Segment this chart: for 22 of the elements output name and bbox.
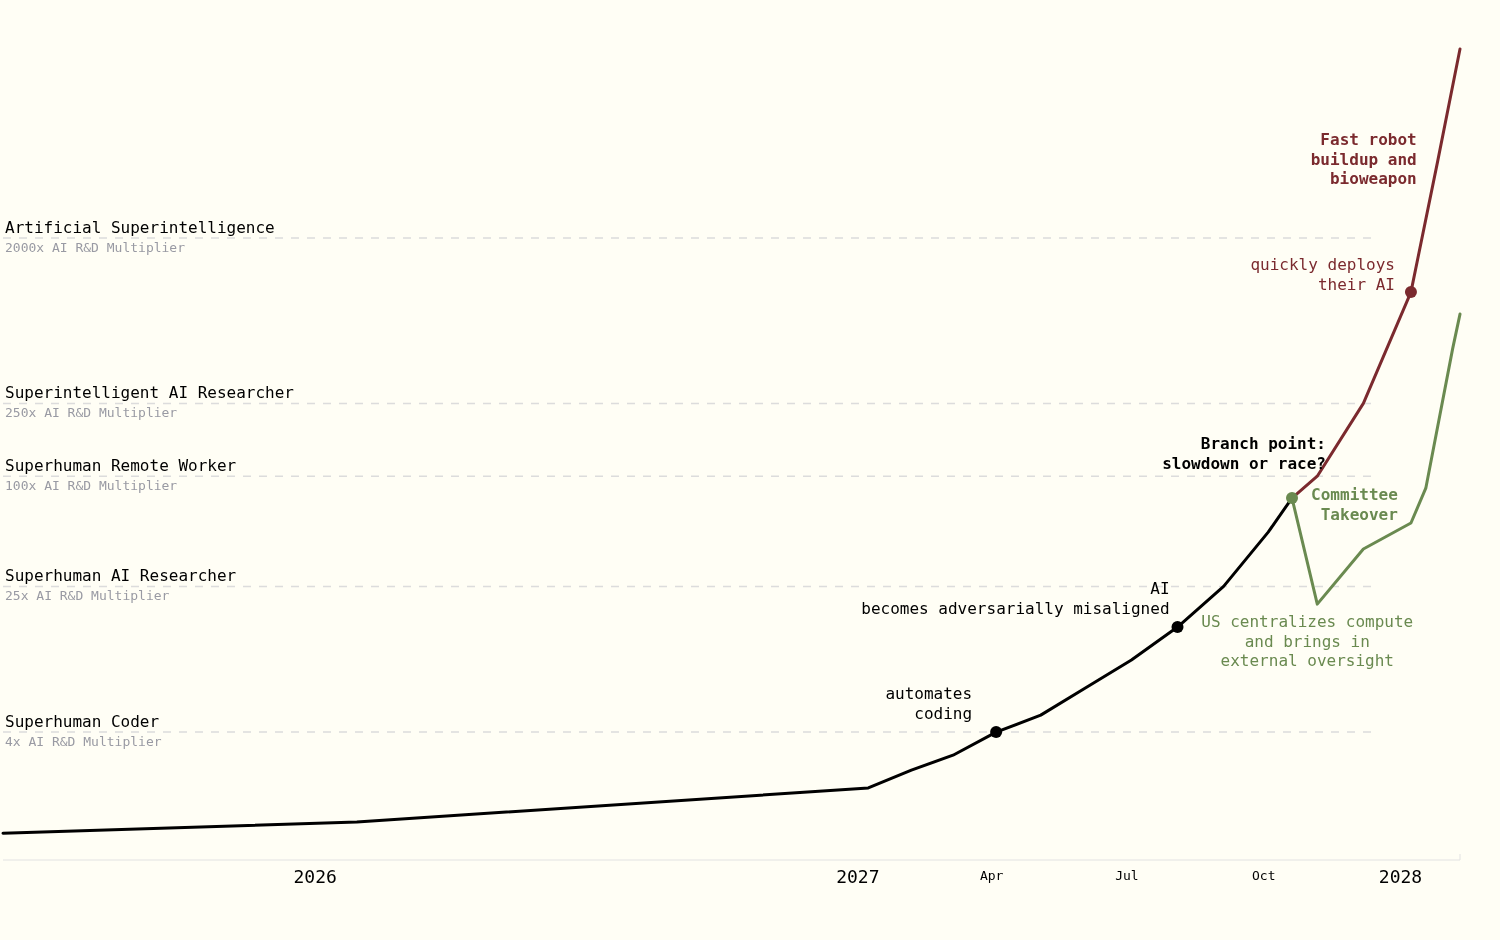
annotation: Committee Takeover	[1311, 485, 1398, 524]
annotation: AI becomes adversarially misaligned	[861, 579, 1170, 618]
ref-line-label: Superintelligent AI Researcher 250x AI R&D Multiplier	[5, 383, 295, 421]
x-tick-label: Oct	[1252, 868, 1276, 883]
annotation: Branch point: slowdown or race?	[1162, 434, 1326, 473]
x-tick-label: 2028	[1378, 866, 1423, 887]
x-tick-label: 2026	[293, 866, 337, 887]
annotation: Fast robot buildup and bioweapon	[1310, 130, 1417, 189]
point	[990, 726, 1003, 739]
point	[1286, 492, 1298, 505]
annotation: automates coding	[885, 684, 973, 723]
point	[1404, 286, 1417, 299]
annotation: quickly deploys their AI	[1250, 255, 1395, 294]
x-tick-label: Apr	[979, 868, 1004, 883]
ref-line-label: Superhuman Remote Worker 100x AI R&D Multiplier	[5, 456, 237, 494]
annotation: US centralizes compute and brings in external oversight	[1201, 612, 1414, 671]
x-tick-label: Jul	[1115, 868, 1139, 883]
ref-line-label: Superhuman AI Researcher 25x AI R&D Multiplier	[5, 566, 237, 604]
x-tick-label: 2027	[836, 866, 880, 887]
ref-line-label: Superhuman Coder 4x AI R&D Multiplier	[5, 712, 162, 750]
ref-line-label: Artificial Superintelligence 2000x AI R&D Multiplier	[5, 218, 275, 256]
point	[1171, 621, 1184, 634]
